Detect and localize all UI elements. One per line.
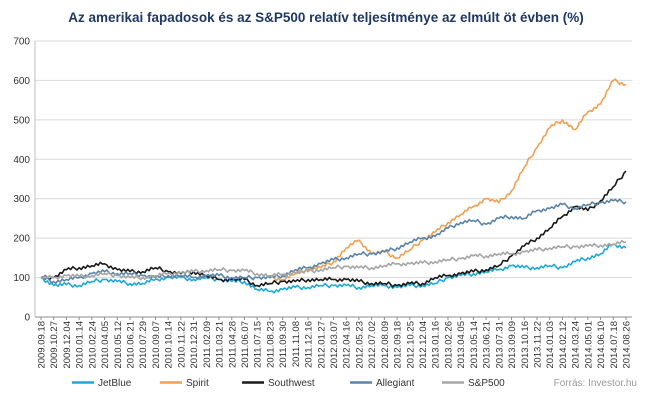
- legend-label: S&P500: [468, 378, 505, 389]
- x-tick-label: 2013.04.05: [456, 321, 467, 369]
- y-tick-label: 400: [13, 155, 30, 166]
- x-tick-label: 2011.08.23: [265, 321, 276, 368]
- legend-label: Spirit: [186, 378, 209, 389]
- x-tick-label: 2010.01.14: [75, 321, 86, 369]
- plot-area: [40, 78, 627, 294]
- x-tick-label: 2012.12.04: [418, 321, 429, 369]
- x-tick-label: 2013.05.14: [469, 321, 480, 369]
- x-tick-label: 2010.11.22: [176, 321, 187, 368]
- x-tick-label: 2010.07.29: [138, 321, 149, 369]
- y-axis: 0 100 200 300 400 500 600 700: [13, 37, 36, 324]
- series-line-southwest: [40, 170, 627, 288]
- x-tick-label: 2010.10.14: [164, 321, 175, 369]
- y-tick-label: 200: [13, 234, 30, 245]
- x-tick-label: 2011.11.08: [291, 321, 302, 367]
- y-tick-label: 700: [13, 37, 30, 48]
- series-line-spirit: [269, 78, 627, 282]
- x-tick-label: 2011.12.16: [304, 321, 315, 368]
- x-tick-label: 2012.08.09: [380, 321, 391, 369]
- x-tick-label: 2012.05.23: [354, 321, 365, 369]
- x-tick-label: 2009.09.18: [37, 321, 48, 369]
- x-tick-label: 2010.05.12: [113, 321, 124, 369]
- x-tick-label: 2014.02.12: [558, 321, 569, 369]
- x-tick-label: 2010.04.05: [100, 321, 111, 369]
- x-tick-label: 2010.02.24: [87, 321, 98, 369]
- x-tick-label: 2012.07.02: [367, 321, 378, 369]
- x-tick-label: 2009.10.27: [49, 321, 60, 369]
- x-tick-label: 2011.03.21: [215, 321, 226, 368]
- y-tick-label: 100: [13, 273, 30, 284]
- x-tick-label: 2011.06.07: [240, 321, 251, 368]
- source-note: Forrás: Investor.hu: [554, 378, 637, 389]
- x-axis: 2009.09.18 2009.10.27 2009.12.04 2010.01.14…: [35, 316, 633, 369]
- x-tick-label: 2014.05.01: [583, 321, 594, 369]
- x-tick-label: 2013.06.21: [482, 321, 493, 369]
- x-tick-label: 2009.12.04: [62, 321, 73, 369]
- legend-label: Allegiant: [376, 378, 415, 389]
- y-tick-label: 600: [13, 76, 30, 87]
- x-tick-label: 2011.09.30: [278, 321, 289, 368]
- x-tick-label: 2014.08.26: [622, 321, 633, 369]
- x-tick-label: 2012.09.18: [393, 321, 404, 369]
- y-tick-label: 300: [13, 194, 30, 205]
- x-tick-label: 2011.04.28: [227, 321, 238, 368]
- x-tick-label: 2012.03.07: [329, 321, 340, 369]
- x-tick-label: 2014.01.03: [545, 321, 556, 369]
- x-tick-label: 2013.07.31: [494, 321, 505, 369]
- x-tick-label: 2014.06.10: [596, 321, 607, 369]
- chart-title: Az amerikai fapadosok és az S&P500 relat…: [68, 10, 583, 25]
- x-tick-label: 2013.11.22: [532, 321, 543, 368]
- x-tick-label: 2010.06.21: [126, 321, 137, 369]
- legend-label: Southwest: [268, 378, 315, 389]
- legend: JetBlue Spirit Southwest Allegiant S&P500: [72, 378, 505, 389]
- x-tick-label: 2012.10.25: [405, 321, 416, 369]
- series-line-jetblue: [40, 243, 627, 294]
- x-tick-label: 2013.02.26: [443, 321, 454, 369]
- x-tick-label: 2010.09.07: [151, 321, 162, 369]
- y-tick-label: 500: [13, 115, 30, 126]
- x-tick-label: 2014.07.18: [609, 321, 620, 369]
- x-tick-label: 2013.09.09: [507, 321, 518, 369]
- legend-label: JetBlue: [98, 378, 132, 389]
- y-tick-label: 0: [24, 313, 30, 324]
- x-tick-label: 2012.01.27: [316, 321, 327, 369]
- x-tick-label: 2010.12.31: [189, 321, 200, 369]
- x-tick-label: 2013.01.16: [431, 321, 442, 369]
- series-line-s-p500: [40, 239, 627, 281]
- x-tick-label: 2012.04.16: [342, 321, 353, 369]
- x-tick-label: 2013.10.16: [520, 321, 531, 369]
- x-tick-label: 2011.07.15: [253, 321, 264, 368]
- x-tick-label: 2011.02.09: [202, 321, 213, 368]
- x-tick-label: 2014.03.24: [571, 321, 582, 369]
